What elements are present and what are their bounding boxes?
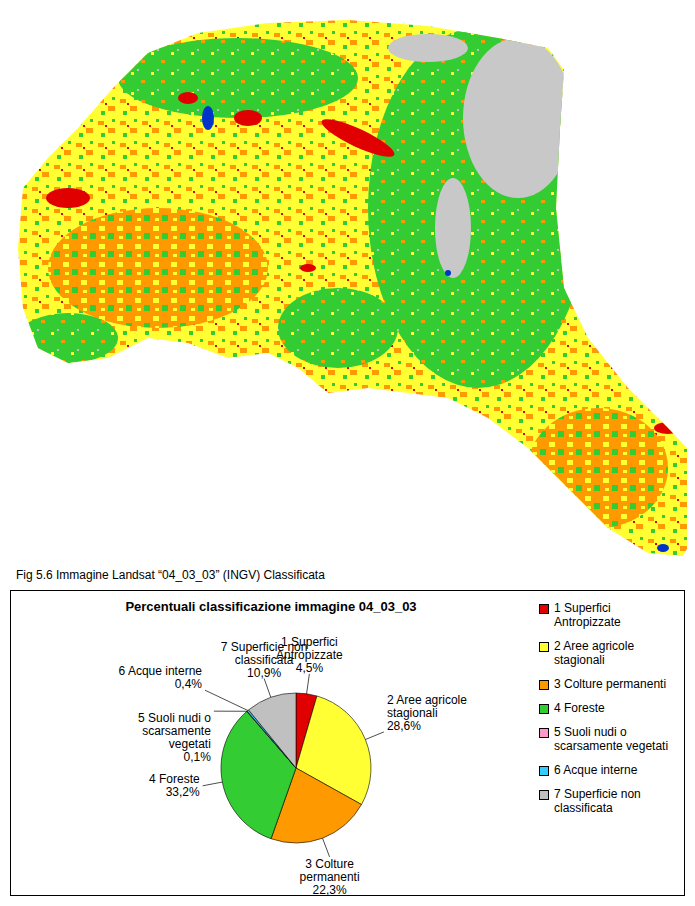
svg-text:6 Acque interne0,4%: 6 Acque interne0,4% bbox=[119, 664, 203, 691]
svg-text:5 Suoli nudi oscarsamenteveget: 5 Suoli nudi oscarsamentevegetati0,1% bbox=[138, 711, 211, 764]
svg-text:3 Colturepermanenti22,3%: 3 Colturepermanenti22,3% bbox=[300, 857, 360, 895]
svg-text:2 Aree agricolestagionali28,6%: 2 Aree agricolestagionali28,6% bbox=[387, 693, 467, 733]
svg-text:7 Superficie nonclassificata10: 7 Superficie nonclassificata10,9% bbox=[221, 640, 308, 680]
svg-text:4 Foreste33,2%: 4 Foreste33,2% bbox=[149, 772, 200, 799]
